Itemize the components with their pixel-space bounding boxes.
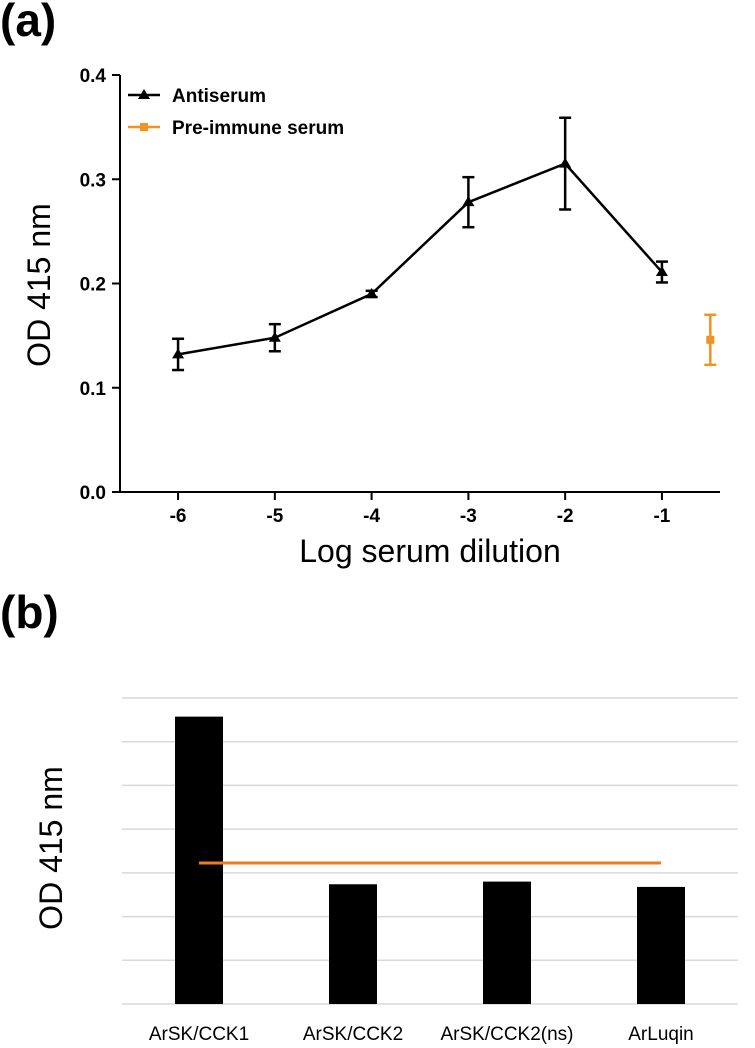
legend-antiserum-marker [138,89,150,99]
category-label: ArSK/CCK2(ns) [440,1024,573,1045]
panel-a-axes: 0.0 0.1 0.2 0.3 0.4 -6 -5 -4 -3 -2 -1 [80,66,720,527]
series-line [177,162,663,356]
data-point [268,331,281,342]
data-point [172,348,185,359]
panel-b-bars [175,716,685,1004]
panel-b-category-labels: ArSK/CCK1 ArSK/CCK2 ArSK/CCK2(ns) ArLuqin [149,1024,694,1045]
category-label: ArSK/CCK1 [149,1024,249,1045]
panel-a-y-tick-label: 0.1 [80,379,107,400]
panel-b-label: (b) [0,586,59,638]
data-point [462,196,475,207]
legend-preimmune-marker [140,123,148,131]
panel-a-y-tick-label: 0.0 [80,483,106,504]
data-point [559,157,572,168]
panel-a-x-tick-label: -5 [266,506,283,527]
panel-a-y-axis-title: OD 415 nm [21,203,57,367]
panel-b-y-axis-title: OD 415 nm [33,766,69,930]
series-antiserum [172,116,668,372]
bar-arsk-cck1 [175,716,223,1004]
panel-a-y-tick-label: 0.4 [80,66,107,87]
panel-a-x-tick-label: -4 [363,506,380,527]
panel-a-x-tick-label: -2 [557,506,574,527]
data-point [655,266,668,277]
legend-antiserum-label: Antiserum [172,86,266,107]
panel-a-data [172,116,717,372]
panel-a-y-tick-label: 0.2 [80,275,106,296]
data-point [365,287,378,298]
panel-a-label: (a) [0,0,56,46]
bar-arluqin [637,886,685,1004]
panel-a-legend: Antiserum Pre-immune serum [128,86,344,139]
bar-arsk-cck2-ns- [483,881,531,1004]
category-label: ArSK/CCK2 [303,1024,403,1045]
bar-arsk-cck2 [329,884,377,1004]
panel-a-x-tick-label: -6 [170,506,187,527]
panel-b: (b) OD 415 nm ArSK/CCK1 ArSK/CCK2 ArSK/CCK… [0,586,738,1045]
category-label: ArLuqin [628,1024,694,1045]
panel-a-y-tick-label: 0.3 [80,170,106,191]
panel-a-x-tick-label: -1 [653,506,670,527]
panel-a-x-axis-title: Log serum dilution [299,533,560,569]
panel-b-gridlines [122,697,738,1005]
panel-a-x-tick-label: -3 [460,506,477,527]
series-preimmune [704,313,717,367]
panel-a: (a) 0.0 0.1 0.2 0.3 0.4 -6 -5 -4 -3 -2 -1 OD 415 n… [0,0,720,569]
legend-preimmune-label: Pre-immune serum [172,118,344,139]
data-point [706,335,715,344]
